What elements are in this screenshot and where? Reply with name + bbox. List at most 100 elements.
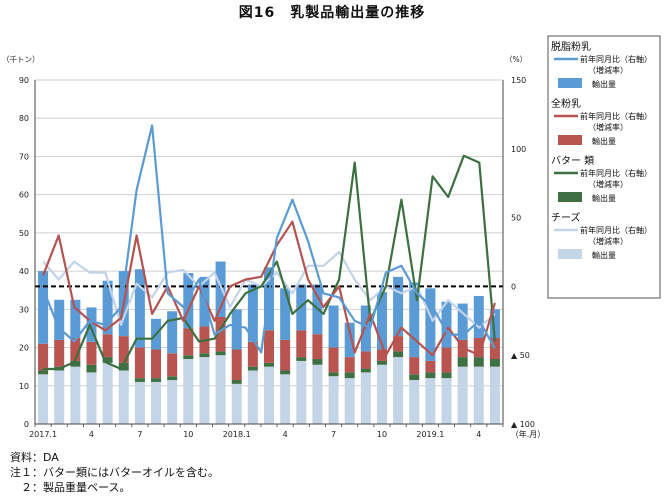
bar-segment: [441, 347, 452, 373]
y-right-tick-label: ▲ 100: [511, 420, 535, 429]
bar-segment: [489, 359, 500, 367]
bar-segment: [312, 359, 323, 365]
legend-bar-swatch: [558, 135, 582, 145]
bar-segment: [183, 355, 194, 360]
source-note: 資料：DA: [10, 451, 59, 464]
y-right-tick-label: 100: [511, 145, 526, 154]
bar-segment: [376, 364, 387, 424]
bar-segment: [215, 316, 226, 352]
legend-bar-label: 輸出量: [592, 79, 616, 89]
bar-segment: [151, 381, 162, 424]
bar-segment: [441, 301, 452, 348]
y-left-tick-label: 50: [19, 229, 29, 238]
bar-segment: [280, 370, 291, 375]
bar-segment: [393, 351, 404, 358]
bar-segment: [473, 366, 484, 424]
legend-line-sub: （増減率）: [588, 236, 628, 246]
line-series-path: [42, 220, 496, 357]
bar-segment: [457, 303, 468, 340]
legend-heading: チーズ: [551, 211, 581, 224]
bar-segment: [263, 362, 275, 367]
bar-segment: [425, 288, 436, 361]
x-tick-label: 4: [283, 430, 288, 439]
bar-segment: [296, 360, 307, 424]
x-tick-label: 2017.1: [29, 430, 57, 439]
bar-segment: [215, 355, 226, 424]
bar-segment: [344, 378, 355, 424]
y-left-tick-label: 20: [19, 344, 29, 353]
legend-line-sub: （増減率）: [588, 122, 628, 132]
bar-segment: [409, 374, 420, 381]
bar-segment: [376, 292, 387, 350]
bar-segment: [183, 328, 194, 356]
bar-segment: [393, 357, 404, 424]
bar-segment: [134, 347, 145, 379]
bar-segment: [473, 295, 484, 338]
legend-line-label: 前年同月比（右軸）: [580, 168, 652, 178]
bar-segment: [473, 357, 484, 367]
line-series-path: [42, 124, 496, 354]
bar-segment: [38, 374, 49, 424]
line-series-path: [42, 250, 496, 329]
bar-segment: [473, 338, 484, 358]
bar-segment: [118, 336, 129, 363]
bar-segment: [247, 370, 258, 424]
x-tick-label: 2019.1: [416, 430, 444, 439]
x-tick-label: 7: [137, 430, 142, 439]
y-left-tick-label: 60: [19, 191, 29, 200]
bar-segment: [38, 271, 49, 344]
y-left-tick-label: 90: [19, 76, 29, 85]
y-right-tick-label: ▲ 50: [511, 351, 530, 360]
bar-segment: [102, 362, 113, 424]
bar-segment: [231, 383, 242, 424]
bar-segment: [328, 372, 339, 377]
line-series: [35, 124, 503, 371]
bar-segment: [199, 353, 210, 358]
legend-line-sub: （増減率）: [588, 179, 628, 189]
legend-bar-swatch: [558, 249, 582, 259]
bar-segment: [151, 378, 162, 382]
legend-bar-swatch: [558, 78, 582, 88]
bar-segment: [376, 360, 387, 365]
bar-segment: [425, 372, 436, 379]
bar-segment: [425, 378, 436, 424]
bar-segment: [360, 351, 371, 369]
bar-segment: [247, 284, 258, 342]
bar-segment: [441, 378, 452, 424]
legend-heading: 全粉乳: [551, 97, 581, 110]
bar-segment: [328, 376, 339, 424]
y-right-tick-label: 150: [511, 76, 526, 85]
bar-segment: [328, 305, 339, 348]
bar-segment: [457, 366, 468, 424]
bar-segment: [167, 353, 178, 377]
bar-segment: [489, 309, 500, 338]
bar-segment: [102, 280, 113, 335]
legend-bar-label: 輸出量: [592, 136, 616, 146]
bar-segment: [457, 357, 468, 367]
bar-segment: [118, 362, 129, 371]
bar-segment: [38, 370, 49, 375]
bar-segment: [167, 311, 178, 354]
bar-segment: [102, 357, 113, 363]
y-right-unit: （%）: [505, 55, 527, 64]
bar-segment: [247, 341, 258, 367]
legend-line-label: 前年同月比（右軸）: [580, 111, 652, 121]
bar-segment: [86, 364, 97, 373]
bar-segment: [280, 288, 291, 340]
bar-segment: [86, 372, 97, 424]
bar-segment: [280, 374, 291, 424]
bar-segment: [312, 364, 323, 424]
bar-segment: [70, 366, 81, 424]
bar-segment: [247, 366, 258, 371]
bar-segment: [489, 338, 500, 360]
bar-segment: [360, 372, 371, 424]
chart-title: 図16 乳製品輸出量の推移: [238, 5, 426, 21]
bar-segment: [231, 380, 242, 384]
bar-segment: [86, 341, 97, 365]
bar-segment: [102, 334, 113, 358]
y-left-tick-label: 80: [19, 114, 29, 123]
bar-segment: [425, 360, 436, 373]
bar-segment: [328, 347, 339, 373]
bar-segment: [54, 339, 65, 367]
bar-segment: [38, 343, 49, 371]
